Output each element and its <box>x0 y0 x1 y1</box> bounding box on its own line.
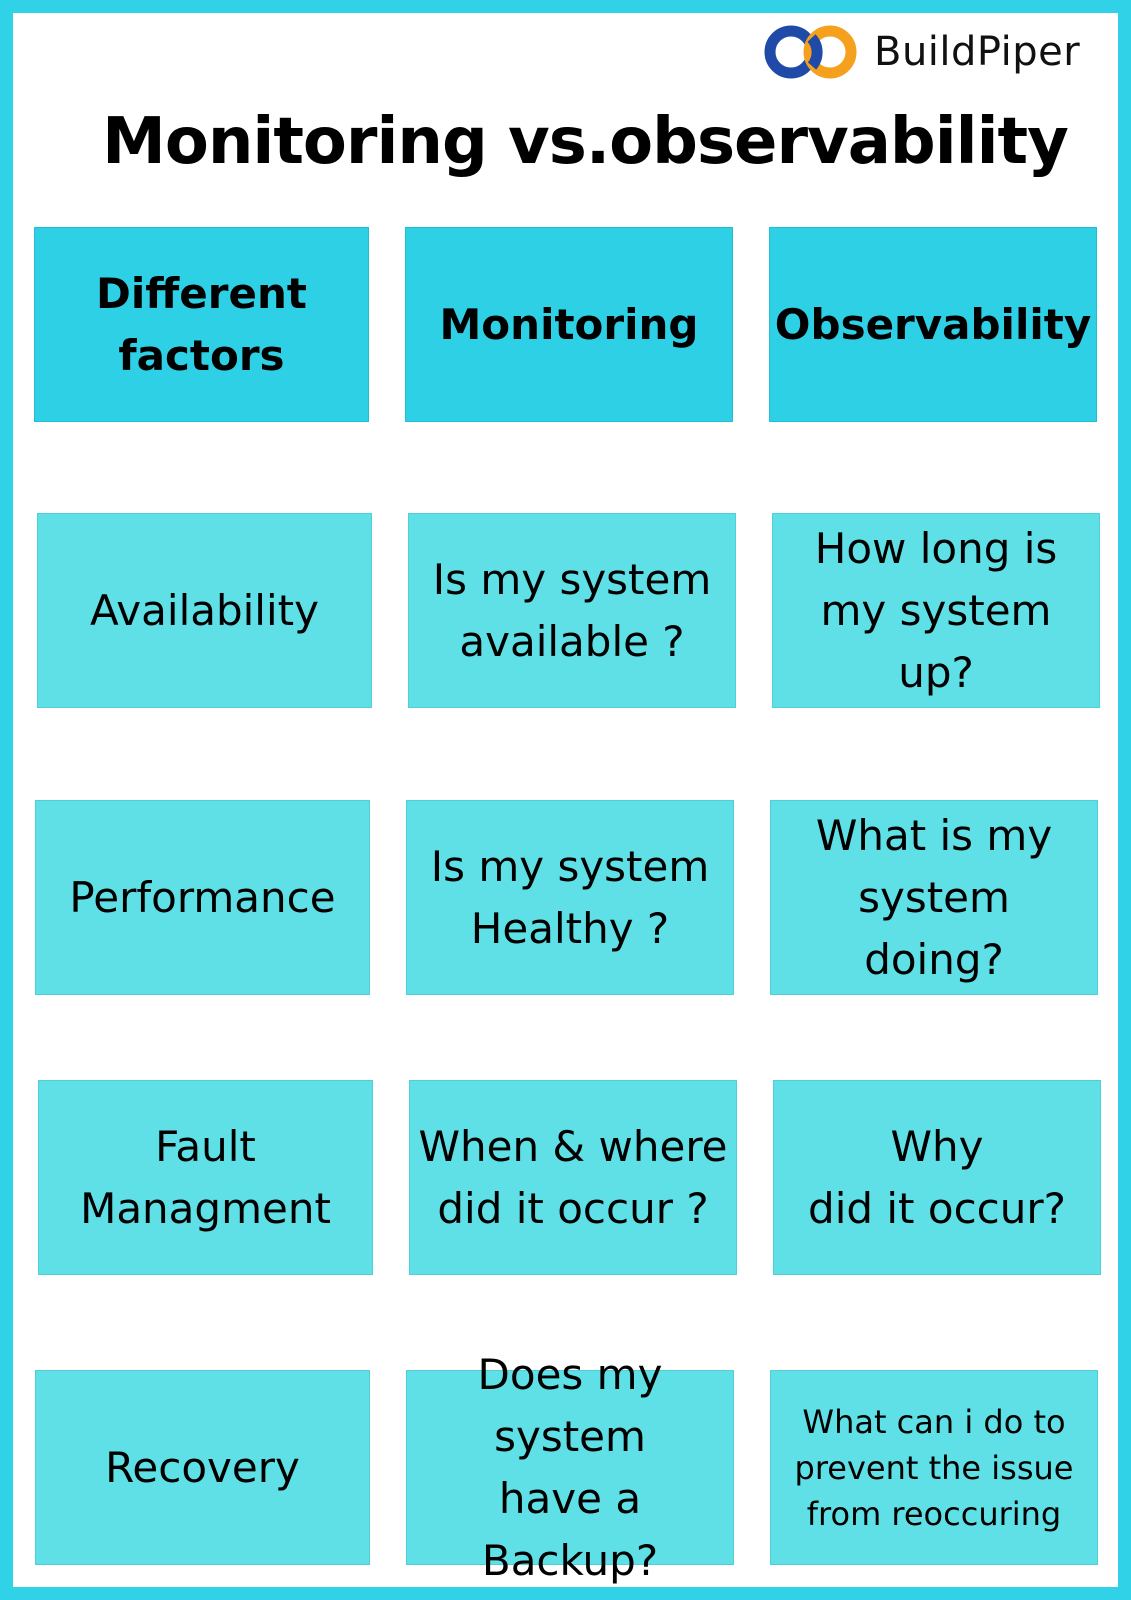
observability-recovery: What can i do to prevent the issue from … <box>770 1370 1098 1565</box>
buildpiper-rings-icon <box>764 25 857 79</box>
observability-fault-management: Why did it occur? <box>773 1080 1101 1275</box>
brand-logo: BuildPiper <box>762 24 1080 80</box>
header-monitoring: Monitoring <box>405 227 733 422</box>
header-different-factors: Different factors <box>34 227 369 422</box>
header-observability: Observability <box>769 227 1097 422</box>
factor-availability: Availability <box>37 513 372 708</box>
observability-availability: How long is my system up? <box>772 513 1100 708</box>
monitoring-recovery: Does my system have a Backup? <box>406 1350 734 1585</box>
brand-name: BuildPiper <box>874 29 1081 75</box>
factor-fault-management: Fault Managment <box>38 1080 373 1275</box>
monitoring-fault-management: When & where did it occur ? <box>409 1080 737 1275</box>
page-title: Monitoring vs.observability <box>102 105 1069 179</box>
observability-performance: What is my system doing? <box>770 800 1098 995</box>
factor-recovery: Recovery <box>35 1370 370 1565</box>
monitoring-availability: Is my system available ? <box>408 513 736 708</box>
monitoring-performance: Is my system Healthy ? <box>406 800 734 995</box>
factor-performance: Performance <box>35 800 370 995</box>
